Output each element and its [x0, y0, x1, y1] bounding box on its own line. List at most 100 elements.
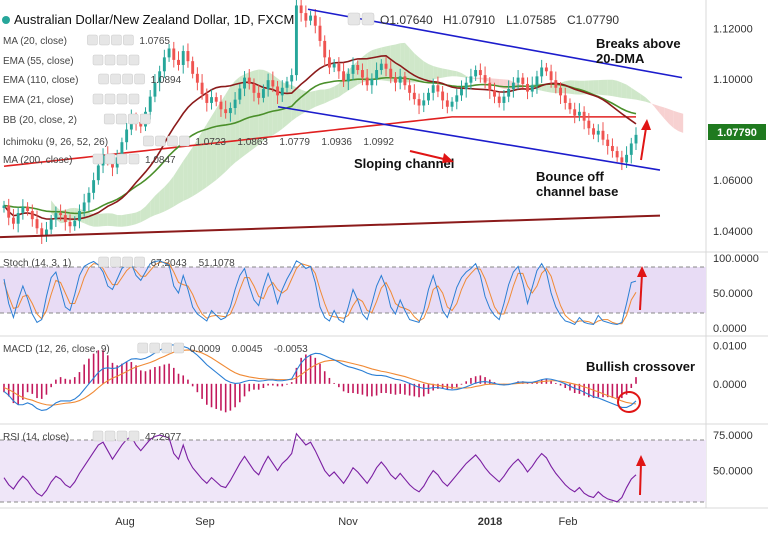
- legend-button[interactable]: [116, 153, 128, 165]
- legend-button[interactable]: [98, 73, 109, 85]
- legend-stoch-value: 67.2043: [151, 258, 188, 269]
- price-axis[interactable]: 1.120001.100001.080001.060001.04000100.0…: [713, 23, 759, 477]
- legend-button[interactable]: [98, 256, 109, 268]
- legend-button[interactable]: [87, 34, 98, 46]
- candle: [82, 193, 86, 217]
- candle-body: [228, 108, 232, 114]
- legend-bb-buttons[interactable]: [103, 113, 151, 125]
- legend-ichimoku-buttons[interactable]: [143, 135, 190, 147]
- legend-ma20[interactable]: MA (20, close) 1.0765: [3, 34, 170, 47]
- legend-button[interactable]: [115, 113, 127, 125]
- legend-ema110[interactable]: EMA (110, close) 1.0894: [3, 73, 182, 86]
- legend-button[interactable]: [122, 256, 133, 268]
- candle: [365, 69, 369, 91]
- price-tick-label: 1.04000: [713, 226, 753, 238]
- legend-button[interactable]: [128, 430, 140, 442]
- candle-body: [526, 83, 529, 92]
- annotation-bullish-crossover: Bullish crossover: [586, 359, 695, 374]
- legend-button[interactable]: [92, 54, 104, 66]
- cloud-segment: [70, 207, 75, 221]
- header-buttons[interactable]: [347, 12, 375, 26]
- candle-body: [511, 82, 515, 90]
- legend-ema21[interactable]: EMA (21, close): [3, 93, 140, 106]
- arrow-rsi: [639, 462, 642, 496]
- ohlc-high: H1.07910: [443, 13, 495, 27]
- candle: [351, 57, 355, 81]
- legend-button[interactable]: [128, 54, 140, 66]
- legend-stoch-buttons[interactable]: [98, 256, 145, 268]
- legend-button[interactable]: [143, 135, 154, 147]
- candle: [30, 204, 34, 227]
- legend-button[interactable]: [116, 430, 128, 442]
- legend-ma200-buttons[interactable]: [92, 153, 140, 165]
- candle: [375, 62, 379, 86]
- cloud-segment: [626, 84, 632, 100]
- legend-ma20-label: MA (20, close): [3, 36, 67, 47]
- legend-button[interactable]: [104, 54, 116, 66]
- legend-button[interactable]: [116, 54, 128, 66]
- legend-button[interactable]: [123, 34, 134, 46]
- legend-ma200[interactable]: MA (200, close) 1.0847: [3, 153, 176, 166]
- legend-ema55-buttons[interactable]: [92, 54, 140, 66]
- candle-body: [247, 77, 251, 84]
- legend-button[interactable]: [92, 153, 104, 165]
- indicator-legends[interactable]: MA (20, close) 1.0765 EMA (55, close) EMA (…: [3, 34, 394, 443]
- cloud-segment: [178, 160, 184, 204]
- legend-button[interactable]: [139, 113, 151, 125]
- legend-macd-value: 0.0045: [232, 344, 263, 355]
- legend-macd[interactable]: MACD (12, 26, close, 9) 0.0009 0.0045 -0.00…: [3, 342, 308, 355]
- legend-ema110-buttons[interactable]: [98, 73, 145, 85]
- legend-button[interactable]: [122, 73, 133, 85]
- legend-ema21-buttons[interactable]: [92, 93, 140, 105]
- candle: [257, 85, 261, 105]
- time-axis[interactable]: Aug Sep Nov 2018 Feb: [115, 516, 577, 528]
- legend-button[interactable]: [134, 256, 145, 268]
- candle-body: [16, 213, 20, 224]
- candle-body: [634, 134, 638, 144]
- legend-stoch[interactable]: Stoch (14, 3, 1) 67.2043 51.1078: [3, 256, 235, 269]
- legend-button[interactable]: [104, 93, 116, 105]
- legend-button[interactable]: [161, 342, 173, 354]
- legend-rsi-buttons[interactable]: [92, 430, 140, 442]
- candle: [35, 210, 39, 234]
- legend-macd-buttons[interactable]: [137, 342, 185, 354]
- legend-button[interactable]: [104, 153, 116, 165]
- legend-button[interactable]: [155, 135, 166, 147]
- legend-ichimoku[interactable]: Ichimoku (9, 26, 52, 26) 1.0723 1.0863 1.07…: [3, 135, 394, 148]
- cloud-segment: [296, 87, 302, 118]
- legend-button[interactable]: [173, 342, 185, 354]
- legend-button[interactable]: [92, 93, 104, 105]
- legend-bb[interactable]: BB (20, close, 2): [3, 113, 151, 126]
- legend-button[interactable]: [137, 342, 149, 354]
- candle: [177, 51, 180, 71]
- legend-button[interactable]: [149, 342, 161, 354]
- candle: [483, 66, 487, 89]
- candle: [228, 102, 232, 122]
- candle-body: [360, 70, 364, 78]
- legend-button[interactable]: [111, 34, 122, 46]
- legend-button[interactable]: [110, 256, 121, 268]
- legend-button[interactable]: [167, 135, 178, 147]
- candle: [577, 103, 581, 122]
- legend-ema55[interactable]: EMA (55, close): [3, 54, 140, 67]
- legend-button[interactable]: [134, 73, 145, 85]
- legend-button[interactable]: [110, 73, 121, 85]
- candle-body: [304, 13, 308, 21]
- cloud-segment: [150, 195, 155, 218]
- legend-button[interactable]: [127, 113, 139, 125]
- legend-button[interactable]: [128, 153, 140, 165]
- legend-button[interactable]: [99, 34, 110, 46]
- legend-rsi[interactable]: RSI (14, close) 47.2977: [3, 430, 182, 443]
- cloud-segment: [631, 87, 636, 100]
- legend-button[interactable]: [104, 430, 116, 442]
- legend-button[interactable]: [103, 113, 115, 125]
- candle-body: [530, 85, 534, 92]
- legend-ma20-buttons[interactable]: [87, 34, 134, 46]
- legend-button[interactable]: [116, 93, 128, 105]
- candle-body: [615, 151, 619, 158]
- legend-button[interactable]: [92, 430, 104, 442]
- candle: [309, 11, 313, 26]
- legend-button[interactable]: [179, 135, 190, 147]
- legend-button[interactable]: [128, 93, 140, 105]
